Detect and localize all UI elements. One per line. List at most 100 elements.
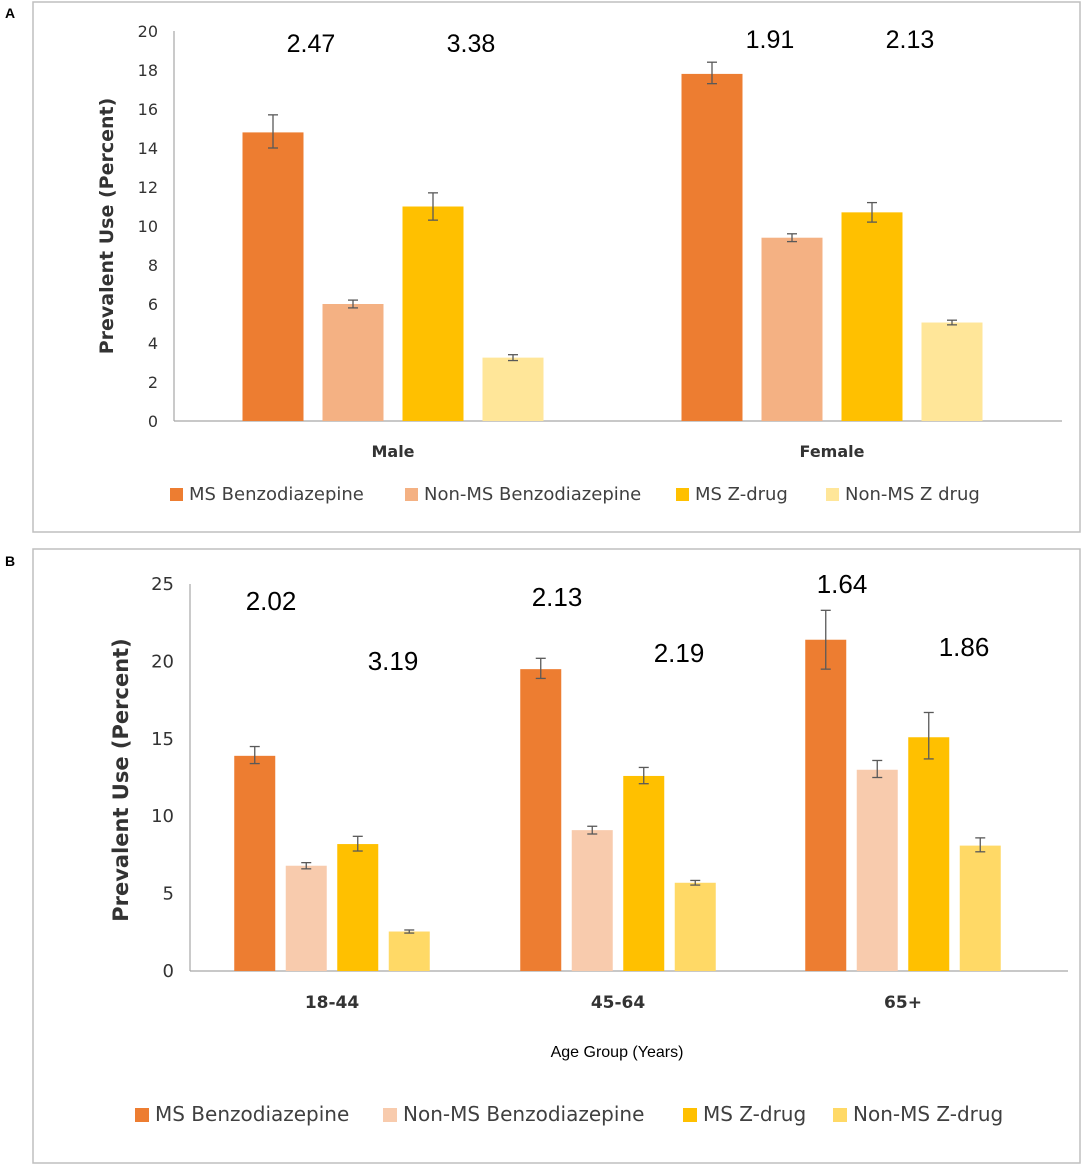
- y-tick-label: 2: [148, 373, 158, 392]
- ratio-annotation: 1.64: [817, 569, 868, 599]
- error-bar: [872, 759, 883, 779]
- ratio-annotation: 1.86: [939, 632, 990, 662]
- error-bar: [428, 192, 438, 221]
- y-tick-label: 18: [138, 61, 158, 80]
- error-bar: [404, 929, 415, 934]
- error-bar: [348, 299, 358, 309]
- error-bar: [301, 861, 312, 870]
- legend-swatch: [826, 488, 839, 501]
- legend-swatch: [683, 1108, 697, 1122]
- bar-non-ms-benzodiazepine-18-44: [285, 865, 327, 971]
- y-tick-label: 20: [151, 651, 174, 672]
- error-bar: [867, 201, 877, 223]
- y-tick-label: 5: [163, 884, 174, 905]
- error-bar: [249, 745, 260, 765]
- legend-swatch: [405, 488, 418, 501]
- legend-item: MS Z-drug: [683, 1102, 806, 1126]
- error-bar: [707, 61, 717, 85]
- legend-swatch: [170, 488, 183, 501]
- ratio-annotation: 3.19: [368, 646, 419, 676]
- legend-label: MS Benzodiazepine: [189, 484, 364, 505]
- panel-b-frame: [32, 548, 1081, 1164]
- error-bar: [508, 354, 518, 362]
- ratio-annotation: 2.13: [886, 26, 935, 54]
- legend-item: MS Benzodiazepine: [135, 1102, 349, 1126]
- bar-ms-benzodiazepine-female: [681, 73, 743, 422]
- legend-label: MS Benzodiazepine: [155, 1102, 349, 1126]
- y-tick-label: 12: [138, 178, 158, 197]
- error-bar: [975, 837, 986, 853]
- bar-non-ms-z-drug-male: [482, 357, 544, 421]
- error-bar: [923, 711, 934, 760]
- x-tick-label: Male: [371, 442, 414, 461]
- y-axis-title: Prevalent Use (Percent): [109, 638, 133, 922]
- bar-non-ms-benzodiazepine-male: [322, 304, 384, 421]
- y-tick-label: 8: [148, 256, 158, 275]
- legend-item: MS Benzodiazepine: [170, 484, 364, 505]
- bar-ms-benzodiazepine-65-: [805, 639, 847, 971]
- error-bar: [352, 835, 363, 852]
- x-tick-label: 65+: [884, 993, 922, 1013]
- x-axis-title: Age Group (Years): [551, 1044, 684, 1061]
- y-tick-label: 14: [138, 139, 158, 158]
- ratio-annotation: 3.38: [447, 30, 496, 58]
- error-bar: [947, 319, 957, 326]
- legend-item: Non-MS Benzodiazepine: [383, 1102, 644, 1126]
- legend-label: Non-MS Benzodiazepine: [403, 1102, 644, 1126]
- bar-non-ms-z-drug-45-64: [674, 882, 716, 971]
- legend-item: Non-MS Z-drug: [833, 1102, 1003, 1126]
- bar-non-ms-z-drug-female: [921, 322, 983, 421]
- legend-item: Non-MS Z drug: [826, 484, 980, 505]
- error-bar: [820, 609, 831, 670]
- ratio-annotation: 2.19: [654, 638, 705, 668]
- y-tick-label: 25: [151, 574, 174, 595]
- legend-label: MS Z-drug: [695, 484, 788, 505]
- y-tick-label: 10: [138, 217, 158, 236]
- y-tick-label: 0: [163, 961, 174, 982]
- error-bar: [787, 233, 797, 243]
- y-axis-title: Prevalent Use (Percent): [96, 98, 118, 355]
- ratio-annotation: 1.91: [746, 26, 795, 54]
- bar-ms-z-drug-18-44: [337, 844, 379, 971]
- bar-ms-z-drug-65-: [908, 737, 950, 971]
- bar-ms-z-drug-45-64: [623, 775, 665, 971]
- legend-label: Non-MS Benzodiazepine: [424, 484, 641, 505]
- ratio-annotation: 2.13: [532, 582, 583, 612]
- bar-ms-benzodiazepine-45-64: [520, 669, 562, 971]
- error-bar: [638, 766, 649, 785]
- y-tick-label: 0: [148, 412, 158, 431]
- legend-label: Non-MS Z-drug: [853, 1102, 1003, 1126]
- panel-a-label: A: [5, 5, 15, 21]
- bar-non-ms-benzodiazepine-female: [761, 237, 823, 421]
- panel-a-frame: [32, 1, 1081, 533]
- legend-swatch: [676, 488, 689, 501]
- y-tick-label: 6: [148, 295, 158, 314]
- y-tick-label: 15: [151, 729, 174, 750]
- legend-label: Non-MS Z drug: [845, 484, 980, 505]
- legend-swatch: [833, 1108, 847, 1122]
- error-bar: [690, 879, 701, 886]
- bar-non-ms-benzodiazepine-45-64: [571, 830, 613, 971]
- panel-b-label: B: [5, 553, 15, 569]
- error-bar: [587, 825, 598, 835]
- bar-ms-z-drug-male: [402, 206, 464, 421]
- legend-label: MS Z-drug: [703, 1102, 806, 1126]
- legend-item: Non-MS Benzodiazepine: [405, 484, 641, 505]
- bar-ms-benzodiazepine-18-44: [234, 755, 276, 971]
- panel-a-chart: 0 2 4 6 8 10 12 14 16 18 20 Prevalent Use (Percent)…: [96, 22, 1062, 505]
- legend-swatch: [135, 1108, 149, 1122]
- legend-swatch: [383, 1108, 397, 1122]
- ratio-annotation: 2.47: [287, 30, 336, 58]
- y-tick-label: 10: [151, 806, 174, 827]
- error-bar: [268, 114, 278, 149]
- x-tick-label: Female: [800, 442, 865, 461]
- error-bar: [535, 657, 546, 680]
- x-tick-label: 45-64: [591, 993, 646, 1013]
- y-tick-label: 20: [138, 22, 158, 41]
- bar-non-ms-z-drug-65-: [959, 845, 1001, 971]
- x-tick-label: 18-44: [305, 993, 360, 1013]
- bar-non-ms-z-drug-18-44: [388, 931, 430, 971]
- bar-ms-benzodiazepine-male: [242, 132, 304, 421]
- y-tick-label: 4: [148, 334, 158, 353]
- bar-ms-z-drug-female: [841, 212, 903, 421]
